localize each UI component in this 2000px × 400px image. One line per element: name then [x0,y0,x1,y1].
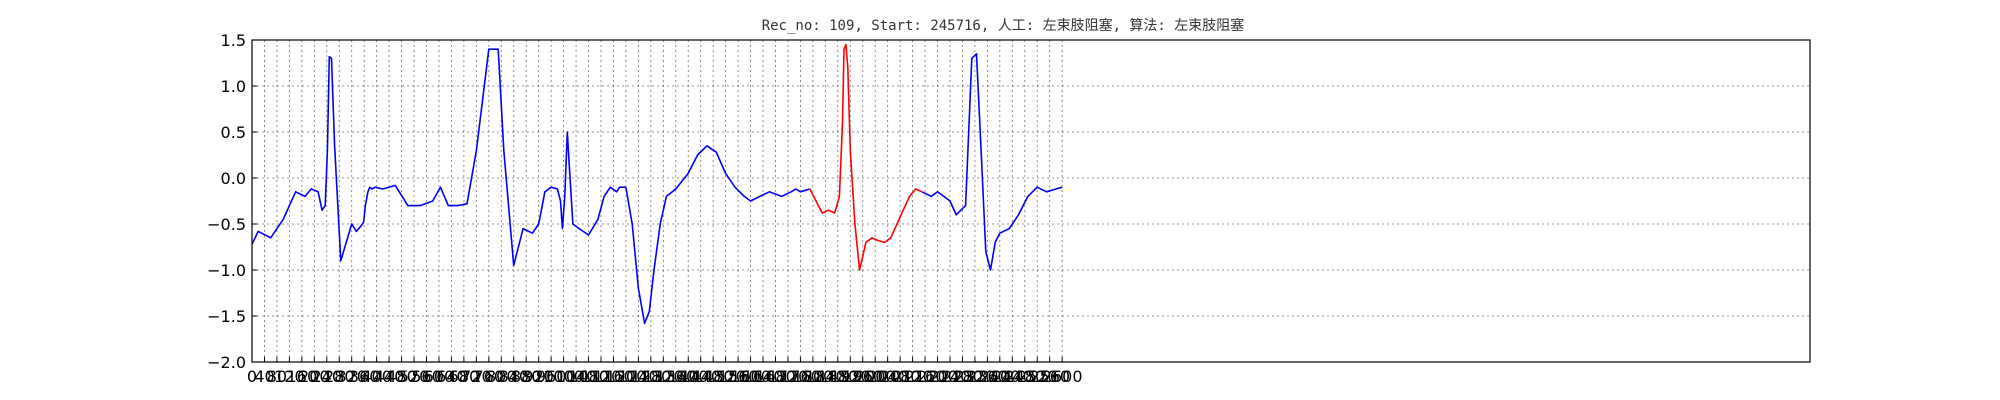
chart-grid [251,39,1810,363]
ecg-series-line-3 [921,52,1063,271]
x-tick-label: 1800 [793,367,834,386]
x-tick-label: 1360 [655,367,696,386]
x-tick-label: 2200 [917,367,958,386]
x-tick-label: 1920 [830,367,871,386]
x-tick-label: 1720 [768,367,809,386]
x-tick-label: 1840 [805,367,846,386]
x-tick-label: 1040 [556,367,597,386]
x-tick-label: 800 [486,367,517,386]
x-axis: 0408012016020024028032036040044048052056… [247,357,1083,386]
x-tick-label: 1880 [817,367,858,386]
x-tick-label: 2040 [867,367,908,386]
ecg-series-line-0 [251,48,626,267]
plot-frame [251,39,1811,363]
x-tick-label: 640 [436,367,467,386]
x-tick-label: 1080 [568,367,609,386]
x-tick-label: 1960 [842,367,883,386]
x-tick-label: 1120 [581,367,622,386]
x-tick-label: 720 [461,367,492,386]
x-tick-label: 2120 [892,367,933,386]
x-tick-label: 1600 [730,367,771,386]
x-tick-label: 2000 [855,367,896,386]
y-tick-label: 1.5 [221,31,246,50]
x-tick-label: 1680 [755,367,796,386]
chart-title: Rec_no: 109, Start: 245716, 人工: 左束肢阻塞, 算… [762,17,1245,34]
x-tick-label: 1240 [618,367,659,386]
x-tick-label: 40 [254,367,274,386]
x-tick-label: 1400 [668,367,709,386]
x-tick-label: 2560 [1029,367,1070,386]
x-tick-label: 1560 [718,367,759,386]
x-tick-label: 2080 [880,367,921,386]
ecg-series-line-2 [809,43,923,271]
x-tick-label: 2440 [992,367,1033,386]
y-tick-label: −1.5 [207,307,246,326]
y-axis: 1.5 1.0 0.5 0.0 −0.5 −1.0 −1.5 −2.0 [207,31,257,372]
x-tick-label: 1000 [543,367,584,386]
x-tick-label: 760 [474,367,505,386]
x-tick-label: 920 [523,367,554,386]
x-tick-label: 2480 [1004,367,1045,386]
x-tick-label: 120 [274,367,305,386]
y-tick-label: −2.0 [207,353,246,372]
x-tick-label: 960 [536,367,567,386]
x-tick-label: 320 [336,367,367,386]
y-tick-label: 0.5 [221,123,246,142]
y-tick-label: −0.5 [207,215,246,234]
x-tick-label: 0 [247,367,257,386]
ecg-series-line-1 [625,145,811,325]
x-tick-label: 160 [287,367,318,386]
x-tick-label: 400 [361,367,392,386]
x-tick-label: 1320 [643,367,684,386]
x-tick-label: 1760 [780,367,821,386]
x-tick-label: 600 [424,367,455,386]
x-tick-label: 1160 [593,367,634,386]
x-tick-label: 1280 [630,367,671,386]
x-tick-label: 2320 [955,367,996,386]
x-tick-label: 2240 [930,367,971,386]
x-tick-label: 1520 [705,367,746,386]
x-tick-label: 2600 [1042,367,1083,386]
x-tick-label: 520 [399,367,430,386]
x-tick-label: 1480 [693,367,734,386]
x-tick-label: 880 [511,367,542,386]
x-tick-label: 280 [324,367,355,386]
x-tick-label: 80 [267,367,287,386]
x-tick-label: 1200 [606,367,647,386]
x-tick-label: 840 [498,367,529,386]
x-tick-label: 1640 [743,367,784,386]
x-tick-label: 480 [386,367,417,386]
x-tick-label: 1440 [680,367,721,386]
chart-series [251,43,1063,325]
x-tick-label: 2280 [942,367,983,386]
x-tick-label: 2160 [905,367,946,386]
x-tick-label: 2400 [979,367,1020,386]
x-tick-label: 2360 [967,367,1008,386]
y-tick-label: 0.0 [221,169,246,188]
x-tick-label: 360 [349,367,380,386]
x-tick-label: 2520 [1017,367,1058,386]
y-tick-label: −1.0 [207,261,246,280]
x-tick-label: 240 [312,367,343,386]
x-tick-label: 440 [374,367,405,386]
x-tick-label: 680 [449,367,480,386]
x-tick-label: 560 [411,367,442,386]
y-tick-label: 1.0 [221,77,246,96]
x-tick-label: 200 [299,367,330,386]
